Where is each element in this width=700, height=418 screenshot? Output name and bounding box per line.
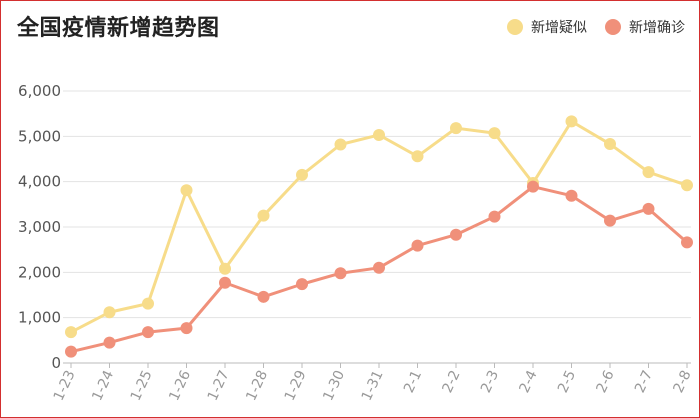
data-point-suspected[interactable] [257,209,270,222]
legend-item-confirmed[interactable]: 新增确诊 [605,17,685,37]
data-point-suspected[interactable] [565,115,578,128]
y-tick-label: 3,000 [18,218,61,236]
data-point-confirmed[interactable] [450,228,462,241]
data-point-confirmed[interactable] [565,189,578,202]
data-point-suspected[interactable] [642,166,655,179]
data-point-suspected[interactable] [450,122,462,135]
data-point-suspected[interactable] [681,179,693,192]
series-layer [65,115,693,358]
data-point-suspected[interactable] [65,326,77,339]
y-axis: 0 1,000 2,000 3,000 4,000 5,000 6,000 [18,82,61,372]
data-point-suspected[interactable] [488,127,501,140]
x-tick-label: 1-29 [282,368,310,404]
x-tick-label: 1-31 [359,368,387,404]
data-point-confirmed[interactable] [257,290,270,303]
x-tick-label: 1-27 [205,368,233,404]
data-point-suspected[interactable] [180,184,193,197]
x-tick-label: 1-24 [89,368,117,404]
y-tick-label: 2,000 [18,263,61,281]
x-tick-label: 2-1 [401,368,425,395]
y-tick-label: 1,000 [18,309,61,327]
legend-label-confirmed: 新增确诊 [629,20,685,36]
x-tick-label: 1-28 [243,368,271,404]
chart-title: 全国疫情新增趋势图 [17,16,220,41]
x-tick-label: 2-4 [516,368,540,396]
x-tick-label: 2-8 [670,368,694,395]
x-tick-label: 2-7 [632,368,656,395]
legend-item-suspected[interactable]: 新增疑似 [507,17,587,37]
data-point-confirmed[interactable] [103,336,116,349]
x-tick-label: 2-6 [593,368,617,396]
data-point-confirmed[interactable] [604,214,616,227]
x-tick-label: 1-30 [320,368,348,404]
data-point-confirmed[interactable] [681,236,693,249]
data-point-confirmed[interactable] [180,322,193,335]
legend-swatch-suspected [507,19,523,35]
data-point-suspected[interactable] [604,138,616,151]
y-tick-label: 5,000 [18,127,61,145]
data-point-suspected[interactable] [411,150,424,163]
gridlines [63,90,691,364]
data-point-suspected[interactable] [334,138,347,151]
data-point-confirmed[interactable] [411,239,424,252]
x-tick-label: 1-25 [128,368,156,404]
data-point-confirmed[interactable] [373,261,385,274]
x-tick-label: 1-23 [51,368,79,404]
data-point-suspected[interactable] [103,306,116,319]
x-tick-label: 2-2 [439,368,463,395]
legend-label-suspected: 新增疑似 [531,20,587,36]
x-axis: 1-23 1-24 1-25 1-26 1-27 1-28 1-29 1-30 1-31 2-1 2… [51,363,695,403]
data-point-confirmed[interactable] [219,276,231,289]
y-tick-label: 0 [51,354,61,372]
data-point-suspected[interactable] [373,128,385,141]
data-point-suspected[interactable] [296,168,308,181]
x-tick-label: 2-5 [555,368,579,395]
x-tick-label: 2-3 [478,368,502,395]
data-point-suspected[interactable] [219,262,231,275]
y-tick-label: 6,000 [18,82,61,100]
data-point-confirmed[interactable] [488,210,501,223]
data-point-confirmed[interactable] [642,202,655,215]
x-tick-label: 1-26 [166,368,194,404]
y-tick-label: 4,000 [18,173,61,191]
data-point-suspected[interactable] [142,297,154,310]
data-point-confirmed[interactable] [142,326,154,339]
legend-swatch-confirmed [605,19,621,35]
chart-legend: 新增疑似 新增确诊 [507,17,685,37]
data-point-confirmed[interactable] [65,345,77,358]
data-point-confirmed[interactable] [296,278,308,291]
data-point-confirmed[interactable] [527,180,539,193]
data-point-confirmed[interactable] [334,267,347,280]
